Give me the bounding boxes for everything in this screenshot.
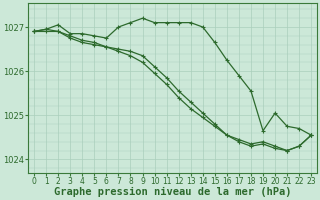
X-axis label: Graphe pression niveau de la mer (hPa): Graphe pression niveau de la mer (hPa): [54, 187, 292, 197]
